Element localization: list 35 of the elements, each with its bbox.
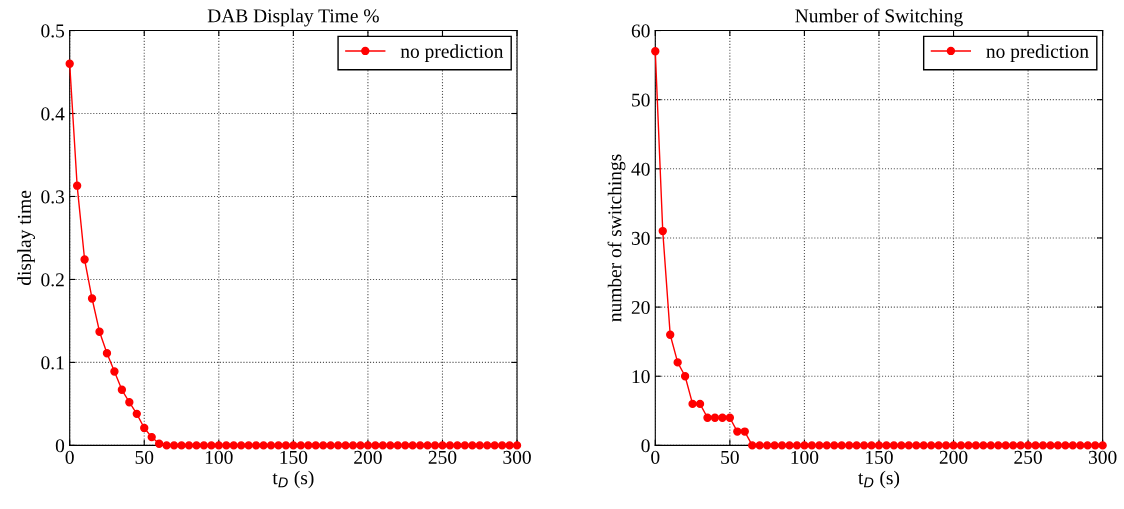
- legend-label: no prediction: [986, 44, 1089, 62]
- x-tick-label: 50: [135, 450, 154, 464]
- y-tick-label: 20: [631, 300, 650, 315]
- x-tick-label: 100: [205, 450, 233, 464]
- y-tick-label: 0.1: [41, 356, 64, 370]
- chart-title: Number of Switching: [795, 8, 963, 27]
- y-tick-label: 40: [631, 162, 650, 176]
- y-axis-title: number of switchings: [607, 154, 626, 322]
- legend-label: no prediction: [400, 44, 504, 62]
- y-tick-label: 30: [631, 231, 650, 245]
- x-tick-label: 250: [428, 450, 457, 464]
- y-tick-label: 60: [631, 24, 650, 38]
- chart-title: DAB Display Time %: [207, 8, 379, 27]
- x-tick-label: 150: [866, 450, 893, 464]
- y-tick-label: 0.4: [41, 107, 65, 121]
- x-tick-label: 100: [791, 450, 819, 464]
- x-tick-label: 200: [354, 450, 382, 464]
- y-tick-label: 0: [641, 439, 650, 453]
- x-tick-label: 300: [1088, 450, 1117, 464]
- x-tick-label: 250: [1014, 450, 1042, 464]
- x-tick-label: 0: [65, 450, 74, 464]
- y-tick-label: 0.3: [41, 190, 65, 204]
- y-tick-label: 50: [632, 93, 650, 107]
- x-tick-label: 200: [939, 450, 968, 464]
- x-tick-label: 300: [503, 450, 531, 464]
- y-tick-label: 0.5: [41, 24, 65, 38]
- y-tick-label: 10: [632, 370, 650, 384]
- x-tick-label: 150: [280, 450, 308, 464]
- x-axis-title: t$_{D}$ (s): [272, 470, 314, 489]
- x-axis-title: t$_{D}$ (s): [858, 470, 900, 489]
- y-tick-label: 0.2: [41, 273, 64, 287]
- y-axis-title: display time: [17, 190, 35, 286]
- x-tick-label: 0: [651, 450, 660, 464]
- x-tick-label: 50: [721, 450, 739, 464]
- y-tick-label: 0: [55, 439, 65, 453]
